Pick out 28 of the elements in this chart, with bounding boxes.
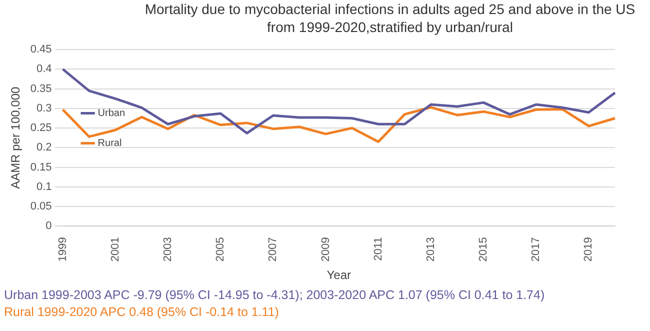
y-tick-label: 0.05 bbox=[30, 200, 52, 213]
chart-title: Mortality due to mycobacterial infections in adults aged 25 and above in the US from 1999-2020,stratified by urban/rural bbox=[144, 0, 636, 37]
x-tick-label: 1999 bbox=[56, 237, 69, 262]
x-tick-label: 2001 bbox=[109, 237, 122, 262]
y-tick-label: 0.2 bbox=[36, 142, 52, 154]
text: Rural 1999-2020 APC 0.48 (95% CI -0.14 to 1.11) bbox=[4, 304, 280, 321]
x-axis-title: Year bbox=[326, 268, 352, 282]
x-tick-label: 2015 bbox=[478, 237, 490, 262]
text: Urban 1999-2003 APC -9.79 (95% CI -14.95 to -4.31); 2003-2020 APC 1.07 (95% CI 0.41 to 1.74) bbox=[4, 287, 546, 304]
x-tick-label: 2005 bbox=[214, 237, 227, 262]
y-tick-label: 0.3 bbox=[36, 102, 52, 114]
legend-label: Urban bbox=[98, 108, 126, 120]
y-tick-label: 0.45 bbox=[30, 44, 52, 56]
x-tick-label: 2017 bbox=[530, 237, 542, 262]
x-tick-label: 2011 bbox=[372, 237, 384, 261]
y-tick-label: 0.15 bbox=[30, 161, 52, 174]
y-tick-label: 0.4 bbox=[36, 63, 52, 76]
x-tick-label: 2007 bbox=[267, 237, 280, 262]
y-tick-label: 0.25 bbox=[30, 122, 52, 134]
y-tick-label: 0 bbox=[46, 220, 52, 232]
x-tick-label: 2013 bbox=[424, 237, 437, 262]
x-tick-label: 2019 bbox=[582, 237, 595, 262]
x-tick-label: 2009 bbox=[320, 237, 332, 262]
y-axis-title: AAMR per 100,000 bbox=[8, 86, 23, 189]
x-tick-label: 2003 bbox=[162, 237, 174, 262]
legend-label: Rural bbox=[98, 138, 122, 150]
y-tick-label: 0.35 bbox=[30, 82, 52, 95]
y-tick-label: 0.1 bbox=[36, 180, 52, 193]
